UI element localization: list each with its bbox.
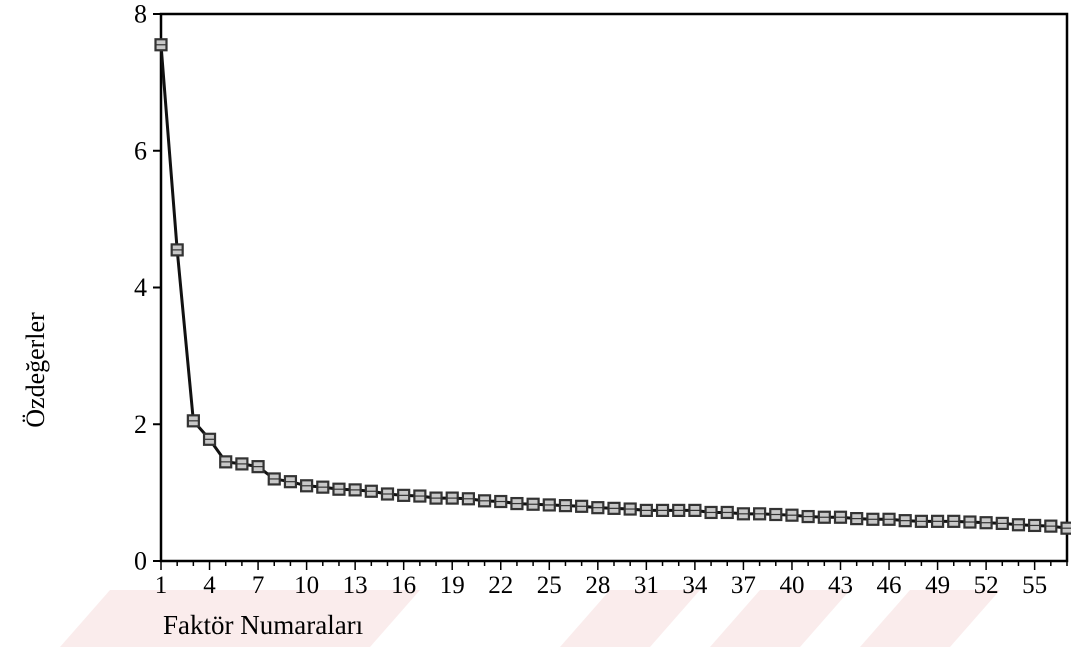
x-tick-label: 7 — [252, 572, 265, 599]
y-axis-label: Özdeğerler — [21, 312, 50, 428]
y-tick-label: 6 — [134, 136, 147, 165]
series-line — [159, 44, 1068, 530]
x-tick-label: 37 — [731, 572, 756, 599]
x-tick-label: 31 — [634, 572, 659, 599]
x-tick-label: 55 — [1022, 572, 1047, 599]
x-tick-label: 49 — [925, 572, 950, 599]
y-tick-label: 8 — [134, 0, 147, 29]
x-axis-label: Faktör Numaraları — [163, 610, 364, 640]
x-tick-label: 43 — [828, 572, 853, 599]
x-tick-label: 19 — [440, 572, 465, 599]
x-tick-label: 52 — [974, 572, 999, 599]
y-tick-label: 2 — [134, 410, 147, 439]
y-tick-label: 0 — [134, 547, 147, 576]
x-tick-label: 28 — [585, 572, 610, 599]
x-tick-label: 13 — [343, 572, 368, 599]
x-tick-label: 16 — [391, 572, 416, 599]
x-tick-label: 46 — [877, 572, 902, 599]
x-tick-label: 1 — [155, 572, 168, 599]
x-tick-label: 10 — [294, 572, 319, 599]
x-tick-label: 4 — [203, 572, 216, 599]
x-tick-label: 25 — [537, 572, 562, 599]
x-tick-label: 40 — [779, 572, 804, 599]
x-tick-label: 34 — [682, 572, 708, 599]
x-tick-label: 22 — [488, 572, 513, 599]
y-tick-label: 4 — [134, 273, 147, 302]
